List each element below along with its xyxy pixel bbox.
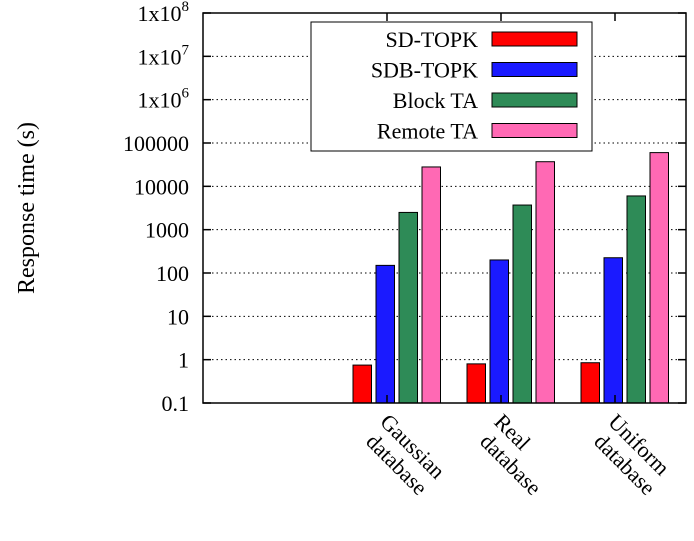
legend-swatch xyxy=(492,32,577,46)
legend-swatch xyxy=(492,63,577,77)
legend-label: SDB-TOPK xyxy=(371,58,478,83)
y-tick-label: 100 xyxy=(156,261,189,286)
legend-label: SD-TOPK xyxy=(385,27,478,52)
bar-sdb-topk-2 xyxy=(604,258,623,403)
legend-swatch xyxy=(492,93,577,107)
bar-sdb-topk-1 xyxy=(490,260,509,403)
y-tick-label: 10 xyxy=(167,304,189,329)
bars xyxy=(353,153,669,403)
bar-remote-ta-2 xyxy=(650,153,669,403)
bar-remote-ta-0 xyxy=(422,167,441,403)
x-category-label: Gaussiandatabase xyxy=(358,409,450,501)
y-tick-label: 1x107 xyxy=(138,42,190,69)
y-tick-label: 1x108 xyxy=(138,0,190,26)
bar-block-ta-0 xyxy=(399,212,418,403)
legend-label: Remote TA xyxy=(377,119,478,144)
bar-sd-topk-2 xyxy=(581,363,600,403)
y-tick-label: 1 xyxy=(178,348,189,373)
bar-block-ta-1 xyxy=(513,205,532,403)
y-tick-label: 100000 xyxy=(123,131,189,156)
x-category-label: Uniformdatabase xyxy=(586,409,677,500)
y-tick-label: 1x106 xyxy=(138,86,190,113)
bar-block-ta-2 xyxy=(627,196,646,403)
legend: SD-TOPK SDB-TOPK Block TA Remote TA xyxy=(311,22,592,151)
bar-sd-topk-0 xyxy=(353,365,372,403)
y-tick-label: 0.1 xyxy=(162,391,190,416)
y-axis-label: Response time (s) xyxy=(14,122,40,294)
legend-label: Block TA xyxy=(393,88,478,113)
y-tick-label: 1000 xyxy=(145,218,189,243)
legend-swatch xyxy=(492,124,577,138)
x-category-label: Realdatabase xyxy=(472,409,563,500)
bar-sdb-topk-0 xyxy=(376,265,395,403)
y-tick-label: 10000 xyxy=(134,174,189,199)
bar-sd-topk-1 xyxy=(467,364,486,403)
bar-remote-ta-1 xyxy=(536,162,555,403)
